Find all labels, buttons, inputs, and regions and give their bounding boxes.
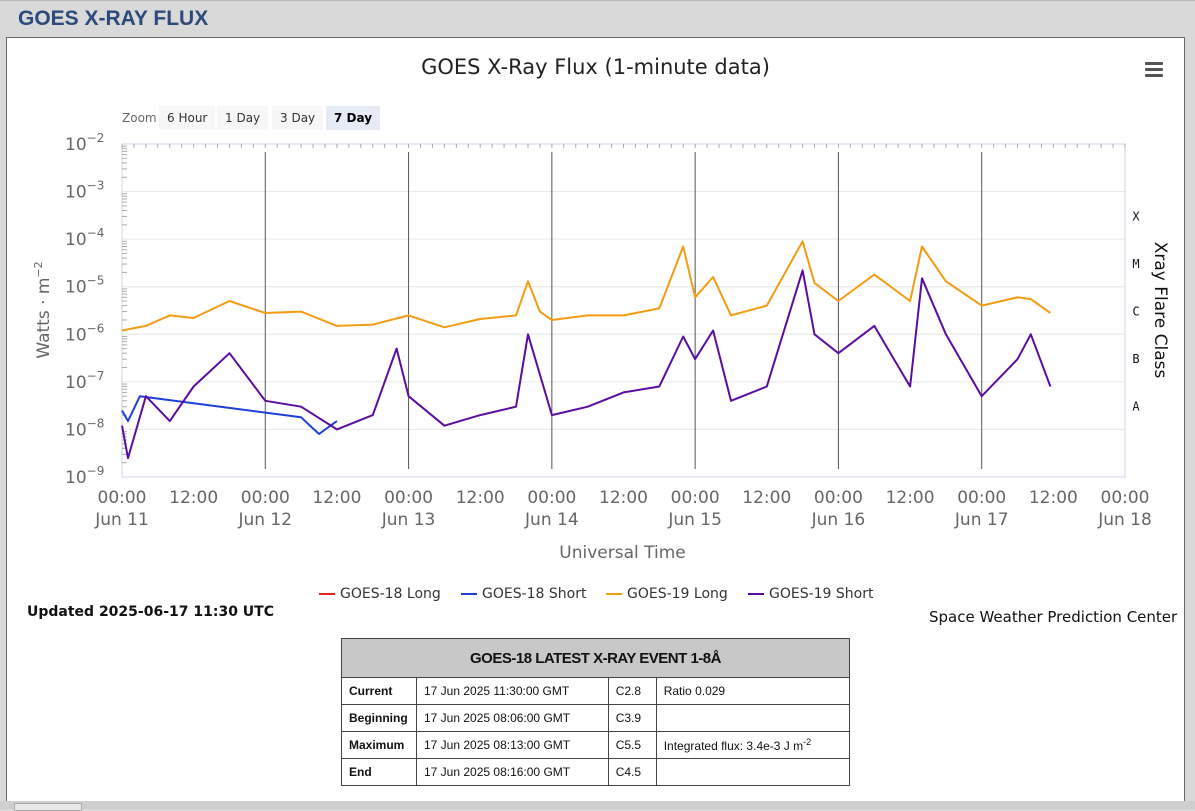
legend-swatch [319,593,335,595]
integrated-flux-unit-exp: -2 [803,737,812,747]
row-class: C3.9 [607,704,657,732]
x-tick-time-label: 00:00 [957,488,1006,508]
zoom-7-day-button[interactable]: 7 Day [326,106,381,130]
x-tick-time-label: 12:00 [1029,488,1078,508]
x-tick-time-label: 12:00 [312,488,361,508]
x-tick-date-label: Jun 14 [524,510,579,530]
credit-text: Space Weather Prediction Center [929,608,1178,626]
x-tick-date-label: Jun 13 [381,510,436,530]
x-tick-time-label: 12:00 [169,488,218,508]
x-tick-time-label: 12:00 [742,488,791,508]
event-table-title: GOES-18 LATEST X-RAY EVENT 1-8Å [341,638,850,678]
chart-legend: GOES-18 Long GOES-18 Short GOES-19 Long … [7,586,1184,606]
x-tick-date-label: Jun 15 [667,510,722,530]
x-tick-time-label: 12:00 [599,488,648,508]
row-class: C4.5 [607,758,657,786]
x-tick-time-label: 00:00 [98,488,147,508]
x-tick-time-label: 00:00 [671,488,720,508]
y-tick-label: 10−9 [65,464,104,488]
integrated-flux-text: Integrated flux: 3.4e-3 J m [663,739,804,753]
x-tick-time-label: 00:00 [527,488,576,508]
x-tick-time-label: 00:00 [1101,488,1150,508]
legend-goes18-short[interactable]: GOES-18 Short [461,586,587,602]
y-tick-label: 10−2 [65,131,104,155]
xray-event-table: GOES-18 LATEST X-RAY EVENT 1-8Å Current … [341,638,851,786]
y-tick-label: 10−6 [65,321,104,345]
x-tick-time-label: 00:00 [814,488,863,508]
xray-flux-chart: 10−910−810−710−610−510−410−310−200:00Jun… [32,131,1170,563]
row-extra: Ratio 0.029 [655,677,851,705]
flare-class-label: A [1132,400,1140,414]
table-row: Maximum 17 Jun 2025 08:13:00 GMT C5.5 In… [341,731,851,759]
plot-area [121,143,1126,478]
x-axis-title: Universal Time [559,543,685,563]
table-row: End 17 Jun 2025 08:16:00 GMT C4.5 [341,758,851,786]
x-tick-date-label: Jun 17 [954,510,1009,530]
zoom-3-day-button[interactable]: 3 Day [272,106,324,130]
chart-title: GOES X-Ray Flux (1-minute data) [421,55,770,79]
y-tick-label: 10−7 [65,369,104,393]
flare-class-label: B [1132,352,1139,366]
x-tick-date-label: Jun 11 [94,510,149,530]
legend-goes18-long[interactable]: GOES-18 Long [319,586,441,602]
x-tick-time-label: 12:00 [456,488,505,508]
zoom-6-hour-button[interactable]: 6 Hour [159,106,216,130]
chart-panel: GOES X-Ray Flux (1-minute data) Zoom 6 H… [6,37,1185,802]
horizontal-scrollbar[interactable] [0,801,1195,809]
table-row: Current 17 Jun 2025 11:30:00 GMT C2.8 Ra… [341,677,851,705]
y2-axis-title: Xray Flare Class [1150,242,1170,379]
row-time: 17 Jun 2025 08:13:00 GMT [416,731,609,759]
row-class: C5.5 [607,731,657,759]
y-tick-label: 10−4 [65,226,104,250]
row-label: Maximum [341,731,417,759]
page-header: GOES X-RAY FLUX [0,0,1195,37]
flare-class-label: X [1132,209,1140,223]
series-line [121,395,338,435]
menu-icon[interactable] [1145,62,1163,78]
legend-goes19-long[interactable]: GOES-19 Long [606,586,728,602]
series-line [121,240,1051,332]
row-time: 17 Jun 2025 11:30:00 GMT [416,677,609,705]
row-label: Beginning [341,704,417,732]
row-extra: Integrated flux: 3.4e-3 J m-2 [655,731,851,759]
updated-timestamp: Updated 2025-06-17 11:30 UTC [27,604,274,620]
x-tick-date-label: Jun 12 [237,510,292,530]
x-tick-time-label: 12:00 [886,488,935,508]
legend-swatch [606,593,622,595]
y-tick-label: 10−5 [65,274,104,298]
legend-goes19-short[interactable]: GOES-19 Short [748,586,874,602]
legend-swatch [461,593,477,595]
table-row: Beginning 17 Jun 2025 08:06:00 GMT C3.9 [341,704,851,732]
flare-class-label: M [1132,257,1139,271]
y-axis-title: Watts · m−2 [32,261,54,358]
row-label: Current [341,677,417,705]
row-extra [655,758,851,786]
y-tick-label: 10−3 [65,179,104,203]
x-tick-time-label: 00:00 [241,488,290,508]
series-line [121,269,1052,460]
flare-class-label: C [1132,305,1139,319]
x-tick-time-label: 00:00 [384,488,433,508]
zoom-1-day-button[interactable]: 1 Day [217,106,269,130]
page-title: GOES X-RAY FLUX [18,7,209,30]
row-extra [655,704,851,732]
row-time: 17 Jun 2025 08:06:00 GMT [416,704,609,732]
legend-swatch [748,593,764,595]
y-tick-label: 10−8 [65,416,104,440]
row-time: 17 Jun 2025 08:16:00 GMT [416,758,609,786]
scrollbar-thumb[interactable] [14,803,82,811]
x-tick-date-label: Jun 18 [1097,510,1152,530]
x-tick-date-label: Jun 16 [811,510,866,530]
zoom-label: Zoom [122,111,157,125]
row-label: End [341,758,417,786]
row-class: C2.8 [607,677,657,705]
